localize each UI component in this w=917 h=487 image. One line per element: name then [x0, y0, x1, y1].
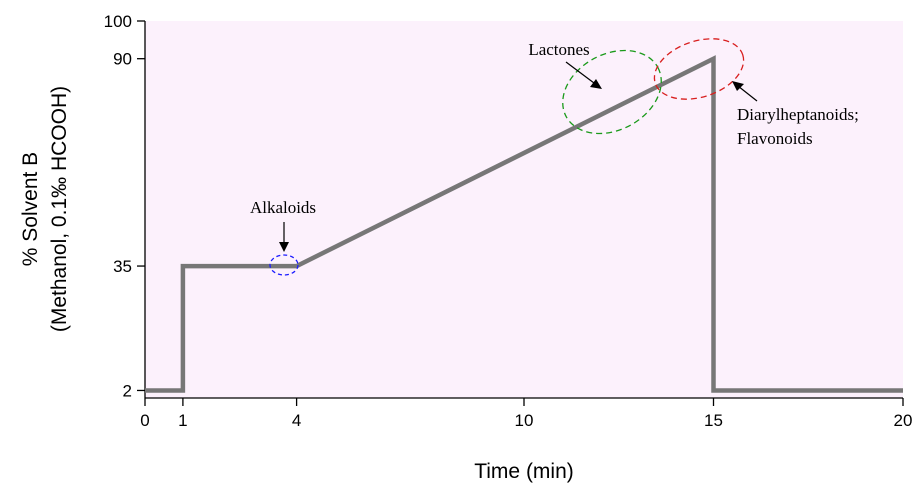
y-tick-label: 90 — [113, 50, 132, 69]
y-tick-label: 100 — [104, 12, 132, 31]
diarylheptanoids-arrow — [737, 85, 758, 102]
lactones-label: Lactones — [528, 40, 589, 59]
y-axis: 2 35 90 100 — [104, 12, 146, 400]
alkaloids-arrowhead — [279, 242, 289, 252]
diarylheptanoids-label: Diarylheptanoids; — [737, 105, 859, 124]
lactones-ellipse — [562, 49, 662, 135]
flavonoids-label: Flavonoids — [737, 129, 813, 148]
diarylheptanoids-arrowhead — [732, 81, 744, 91]
y-tick-label: 2 — [123, 381, 132, 400]
x-axis-title: Time (min) — [474, 460, 574, 483]
gradient-series-line — [145, 55, 903, 393]
x-tick-label: 4 — [292, 411, 301, 430]
x-ticks: 0 1 4 10 15 20 — [140, 398, 912, 430]
x-tick-label: 0 — [140, 411, 149, 430]
y-axis-title-line2: (Methanol, 0.1‰ HCOOH) — [48, 86, 71, 332]
alkaloids-annotation: Alkaloids — [250, 198, 316, 276]
diarylheptanoids-annotation: Diarylheptanoids; Flavonoids — [653, 38, 859, 148]
plot-background — [145, 21, 903, 398]
lactones-annotation: Lactones — [528, 40, 662, 135]
lactones-arrowhead — [590, 79, 602, 89]
y-tick-label: 35 — [113, 257, 132, 276]
x-tick-label: 20 — [894, 411, 913, 430]
x-tick-label: 10 — [515, 411, 534, 430]
x-axis: 0 1 4 10 15 20 — [140, 397, 912, 430]
y-ticks: 2 35 90 100 — [104, 12, 145, 400]
x-tick-label: 1 — [178, 411, 187, 430]
alkaloids-label: Alkaloids — [250, 198, 316, 217]
lactones-arrow — [565, 61, 595, 84]
x-tick-label: 15 — [704, 411, 723, 430]
alkaloids-ellipse — [269, 254, 299, 276]
diarylheptanoids-ellipse — [653, 38, 745, 100]
y-axis-title-line1: % Solvent B — [19, 152, 42, 266]
